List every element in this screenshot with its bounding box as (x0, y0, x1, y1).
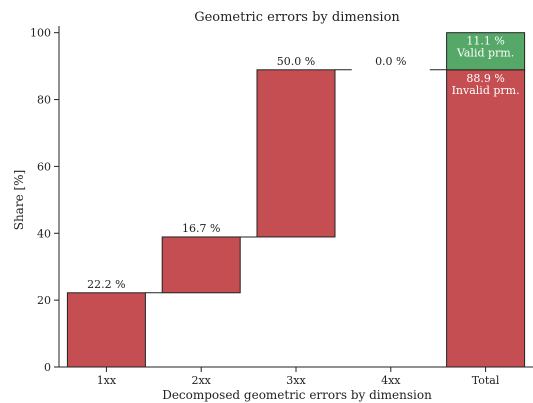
x-tick-label: 1xx (97, 374, 117, 387)
y-tick-label: 60 (37, 160, 51, 173)
y-axis-label: Share [%] (12, 170, 26, 231)
bar-3xx (256, 69, 336, 238)
bar-1xx (66, 292, 146, 368)
bar-value-label: 22.2 % (87, 278, 125, 291)
y-tick-label: 80 (37, 94, 51, 107)
bar-total (446, 69, 526, 368)
plot-area: 22.2 % 16.7 % 50.0 % 0.0 % 88.9 %Invalid prm… (30, 26, 533, 387)
bar-total (446, 32, 526, 71)
bar-value-label: 11.1 % (466, 35, 504, 48)
x-tick-label: 3xx (286, 374, 306, 387)
y-tick-label: 20 (37, 294, 51, 307)
bar-value-label: 16.7 % (182, 222, 220, 235)
bar-value-label: 50.0 % (277, 55, 315, 68)
bar-sub-label: Invalid prm. (452, 84, 520, 97)
x-axis-label: Decomposed geometric errors by dimension (162, 388, 432, 402)
bar-2xx (161, 236, 241, 294)
y-tick-label: 100 (30, 27, 51, 40)
bar-value-label: 0.0 % (375, 55, 406, 68)
y-tick-label: 0 (44, 361, 51, 374)
bar-sub-label: Valid prm. (456, 47, 514, 60)
x-tick-label: Total (472, 374, 500, 387)
x-tick-label: 4xx (381, 374, 401, 387)
x-tick-label: 2xx (191, 374, 211, 387)
bar-value-label: 88.9 % (466, 72, 504, 85)
chart-title: Geometric errors by dimension (194, 10, 400, 25)
y-tick-label: 40 (37, 227, 51, 240)
